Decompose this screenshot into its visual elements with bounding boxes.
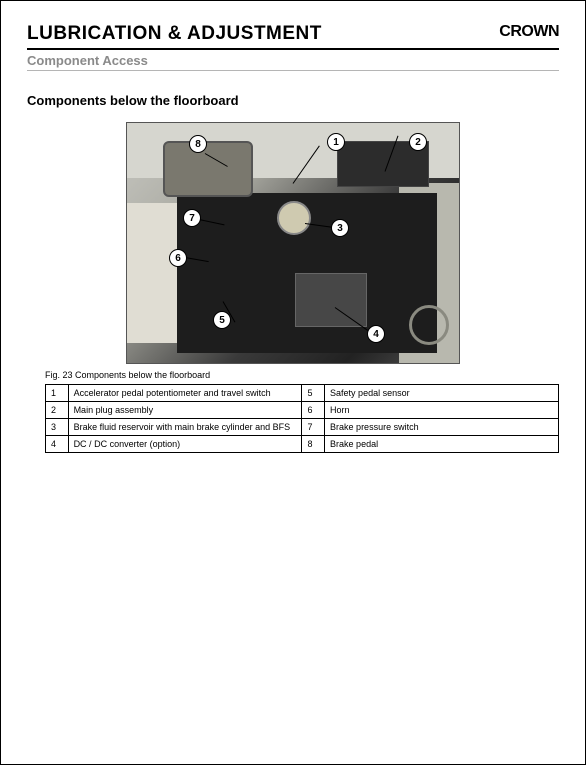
component-number: 5 [302, 385, 325, 402]
component-number: 8 [302, 436, 325, 453]
component-number: 2 [46, 402, 69, 419]
component-desc: DC / DC converter (option) [68, 436, 302, 453]
table-row: 1Accelerator pedal potentiometer and tra… [46, 385, 559, 402]
callout-6: 6 [169, 249, 187, 267]
figure-photo: 1 2 3 4 5 6 7 8 [126, 122, 460, 364]
callout-8: 8 [189, 135, 207, 153]
component-number: 3 [46, 419, 69, 436]
callout-7: 7 [183, 209, 201, 227]
component-desc: Safety pedal sensor [325, 385, 559, 402]
divider-heavy [27, 48, 559, 50]
component-desc: Main plug assembly [68, 402, 302, 419]
callout-5: 5 [213, 311, 231, 329]
component-desc: Brake pedal [325, 436, 559, 453]
subsection-title: Components below the floorboard [27, 93, 559, 108]
table-row: 2Main plug assembly6Horn [46, 402, 559, 419]
callout-3: 3 [331, 219, 349, 237]
callout-2: 2 [409, 133, 427, 151]
components-table: 1Accelerator pedal potentiometer and tra… [45, 384, 559, 453]
divider-light [27, 70, 559, 71]
component-number: 7 [302, 419, 325, 436]
component-desc: Brake pressure switch [325, 419, 559, 436]
callout-4: 4 [367, 325, 385, 343]
component-number: 1 [46, 385, 69, 402]
component-desc: Horn [325, 402, 559, 419]
component-desc: Brake fluid reservoir with main brake cy… [68, 419, 302, 436]
table-row: 3Brake fluid reservoir with main brake c… [46, 419, 559, 436]
component-number: 4 [46, 436, 69, 453]
figure-caption: Fig. 23 Components below the floorboard [45, 370, 559, 380]
section-subtitle: Component Access [27, 53, 559, 68]
section-title: LUBRICATION & ADJUSTMENT [27, 23, 322, 45]
component-number: 6 [302, 402, 325, 419]
callout-1: 1 [327, 133, 345, 151]
brand-logo: CROWN [499, 23, 559, 41]
component-desc: Accelerator pedal potentiometer and trav… [68, 385, 302, 402]
table-row: 4DC / DC converter (option)8Brake pedal [46, 436, 559, 453]
